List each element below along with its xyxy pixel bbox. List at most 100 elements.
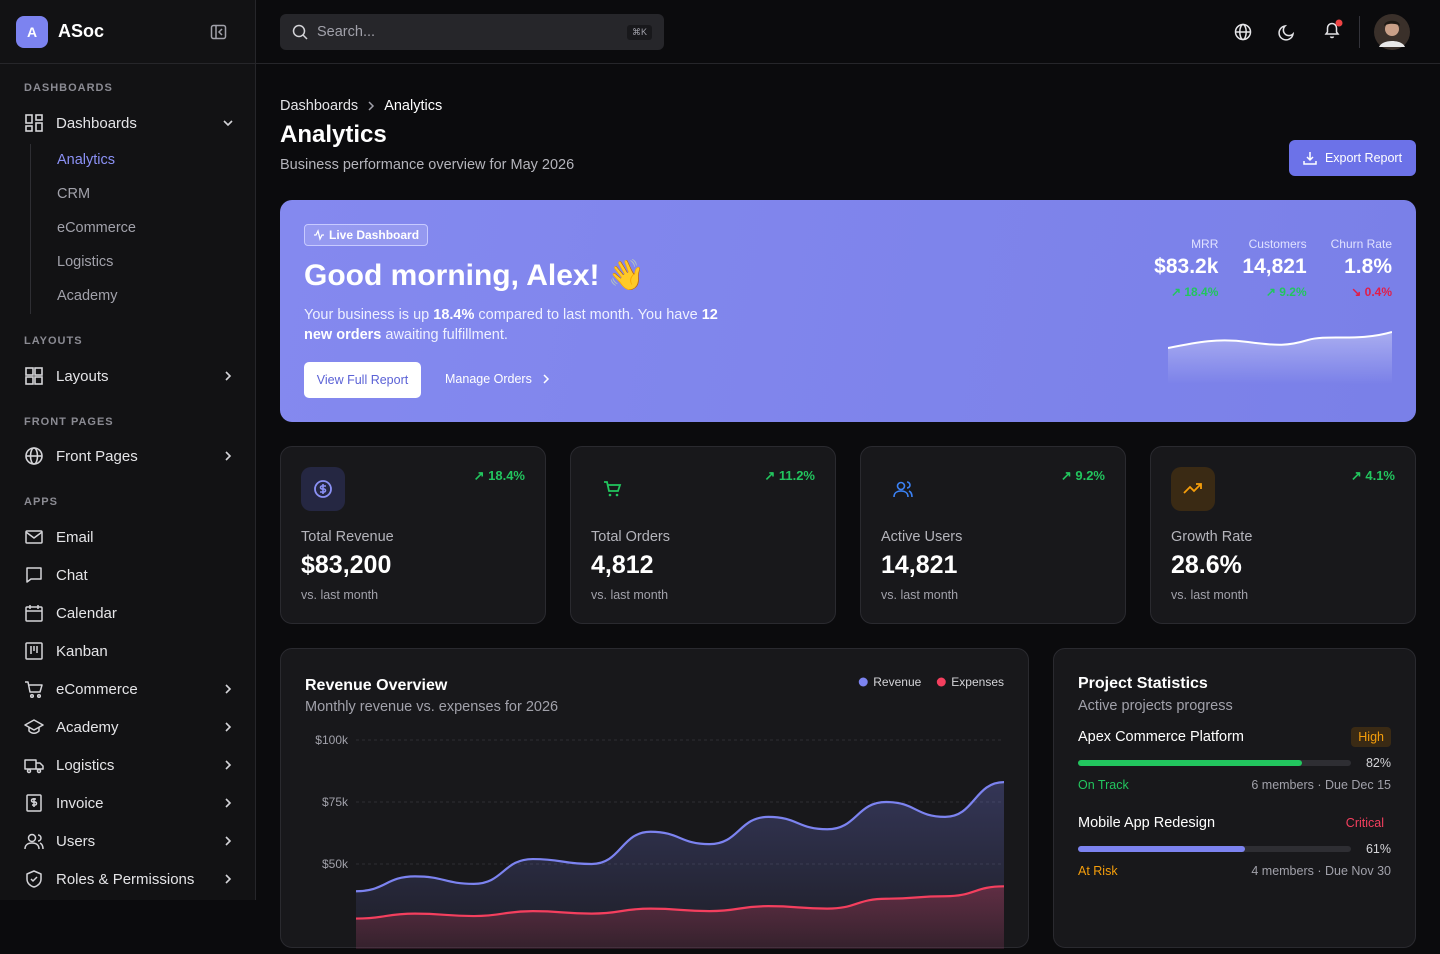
project-name[interactable]: Apex Commerce Platform bbox=[1078, 729, 1244, 745]
progress-track bbox=[1078, 846, 1351, 852]
line bbox=[355, 781, 1005, 893]
button-label: Export Report bbox=[1324, 151, 1403, 165]
nav-label: Layouts bbox=[56, 367, 109, 385]
section-title: FRONT PAGES bbox=[24, 416, 114, 428]
hero-stat-change: ↘ 0.4% bbox=[1351, 285, 1392, 299]
nav-item[interactable]: Kanban bbox=[24, 639, 234, 663]
y-tick-label: $50k bbox=[322, 857, 349, 871]
card-subtitle: Active projects progress bbox=[1078, 698, 1233, 714]
hero-banner: Live Dashboard Good morning, Alex! 👋 You… bbox=[280, 200, 1416, 422]
divider bbox=[0, 63, 256, 64]
revenue-card: Revenue Overview Monthly revenue vs. expe… bbox=[280, 648, 1029, 954]
collapse-button[interactable] bbox=[210, 24, 228, 40]
stat-change: ↗ 11.2% bbox=[764, 468, 815, 483]
legend-swatch bbox=[936, 677, 946, 687]
stat-value: 28.6% bbox=[1171, 551, 1242, 579]
nav-item[interactable]: Roles & Permissions bbox=[24, 867, 234, 891]
nav-item[interactable]: Dashboards bbox=[24, 111, 234, 135]
nav-item[interactable]: Front Pages bbox=[24, 444, 234, 468]
notifications-button[interactable] bbox=[1322, 18, 1344, 40]
user-avatar[interactable] bbox=[1374, 14, 1410, 50]
hero-stat-change: ↗ 18.4% bbox=[1170, 285, 1219, 299]
nav-label: Chat bbox=[56, 566, 88, 584]
nav-item[interactable]: Email bbox=[24, 525, 234, 549]
nav-item[interactable]: Users bbox=[24, 829, 234, 853]
live-badge: Live Dashboard bbox=[304, 224, 429, 246]
shortcut-hint: ⌘K bbox=[626, 24, 652, 40]
priority-badge: High bbox=[1351, 727, 1391, 747]
nav-label: Email bbox=[56, 528, 94, 546]
stat-note: vs. last month bbox=[1171, 588, 1249, 602]
nav-item[interactable]: Academy bbox=[24, 715, 234, 739]
top-bar: Search... ⌘K bbox=[256, 0, 1440, 64]
chart-subtitle: Monthly revenue vs. expenses for 2026 bbox=[305, 699, 558, 715]
stat-note: vs. last month bbox=[881, 588, 959, 602]
hero-stat-label: MRR bbox=[1191, 237, 1219, 251]
stat-value: 14,821 bbox=[881, 551, 958, 579]
divider bbox=[1359, 16, 1360, 48]
manage-orders-link[interactable]: Manage Orders bbox=[445, 372, 550, 386]
stat-note: vs. last month bbox=[591, 588, 669, 602]
stat-icon bbox=[881, 467, 925, 511]
search-box[interactable]: Search... ⌘K bbox=[280, 14, 664, 50]
progress-track bbox=[1078, 760, 1351, 766]
nav-item[interactable]: Logistics bbox=[24, 753, 234, 777]
priority-badge: Critical bbox=[1345, 816, 1384, 830]
hero-stat-label: Churn Rate bbox=[1330, 237, 1392, 251]
nav-label: Kanban bbox=[56, 642, 108, 660]
sub-nav-item[interactable]: Academy bbox=[57, 288, 118, 304]
nav-label: Roles & Permissions bbox=[56, 870, 195, 888]
project-status: On Track bbox=[1078, 778, 1129, 792]
hero-stat-value: 1.8% bbox=[1344, 255, 1392, 278]
hero-stats: MRR $83.2k ↗ 18.4% Customers 14,821 ↗ 9.2% C… bbox=[1154, 237, 1392, 299]
progress-label: 61% bbox=[1365, 842, 1391, 856]
chart-title: Revenue Overview bbox=[305, 677, 448, 694]
hero-stat-change: ↗ 9.2% bbox=[1265, 285, 1307, 299]
brand-logo[interactable]: A bbox=[16, 16, 48, 48]
project-status: At Risk bbox=[1078, 864, 1118, 878]
nav-label: Dashboards bbox=[56, 114, 137, 132]
language-button[interactable] bbox=[1234, 23, 1252, 41]
sidebar: A ASoc DASHBOARDS Dashboards Analytics C… bbox=[0, 0, 256, 900]
hero-sparkline bbox=[1168, 331, 1392, 384]
sub-nav-item[interactable]: Analytics bbox=[57, 152, 116, 168]
y-tick-label: $75k bbox=[322, 795, 349, 809]
stat-change: ↗ 9.2% bbox=[1060, 468, 1105, 483]
nav-item[interactable]: eCommerce bbox=[24, 677, 234, 701]
project-meta: 6 members · Due Dec 15 bbox=[1251, 778, 1391, 792]
export-button[interactable]: Export Report bbox=[1289, 140, 1416, 176]
nav-item[interactable]: Layouts bbox=[24, 364, 234, 388]
nav-label: Invoice bbox=[56, 794, 104, 812]
stat-card: ↗ 18.4% Total Revenue $83,200 vs. last m… bbox=[280, 446, 546, 624]
y-tick-label: $100k bbox=[315, 733, 349, 747]
stat-card: ↗ 9.2% Active Users 14,821 vs. last mont… bbox=[860, 446, 1126, 624]
brand-name: ASoc bbox=[58, 21, 105, 41]
projects-card: Project Statistics Active projects progr… bbox=[1053, 648, 1416, 948]
legend-label: Expenses bbox=[951, 675, 1004, 689]
legend-swatch bbox=[858, 677, 868, 687]
sub-nav-item[interactable]: eCommerce bbox=[57, 220, 136, 236]
stat-note: vs. last month bbox=[301, 588, 379, 602]
nav-label: Front Pages bbox=[56, 447, 138, 465]
page-title: Analytics bbox=[280, 121, 387, 148]
sub-nav-item[interactable]: Logistics bbox=[57, 254, 114, 270]
nav-item[interactable]: Calendar bbox=[24, 601, 234, 625]
breadcrumb-current: Analytics bbox=[384, 98, 443, 114]
greeting: Good morning, Alex! 👋 bbox=[304, 259, 646, 292]
view-report-button[interactable]: View Full Report bbox=[304, 362, 421, 398]
sub-nav-item[interactable]: CRM bbox=[57, 186, 91, 202]
breadcrumb-item[interactable]: Dashboards bbox=[280, 98, 359, 114]
project-meta: 4 members · Due Nov 30 bbox=[1251, 864, 1391, 878]
tree-line bbox=[30, 144, 31, 314]
stat-label: Active Users bbox=[881, 529, 963, 545]
nav-label: Calendar bbox=[56, 604, 117, 622]
hero-stat-value: 14,821 bbox=[1242, 255, 1307, 278]
nav-item[interactable]: Invoice bbox=[24, 791, 234, 815]
theme-button[interactable] bbox=[1278, 23, 1296, 41]
nav-item[interactable]: Chat bbox=[24, 563, 234, 587]
stat-icon bbox=[301, 467, 345, 511]
stat-value: $83,200 bbox=[301, 551, 392, 579]
project-name[interactable]: Mobile App Redesign bbox=[1078, 815, 1216, 831]
stat-icon bbox=[1171, 467, 1215, 511]
stat-icon bbox=[591, 467, 635, 511]
